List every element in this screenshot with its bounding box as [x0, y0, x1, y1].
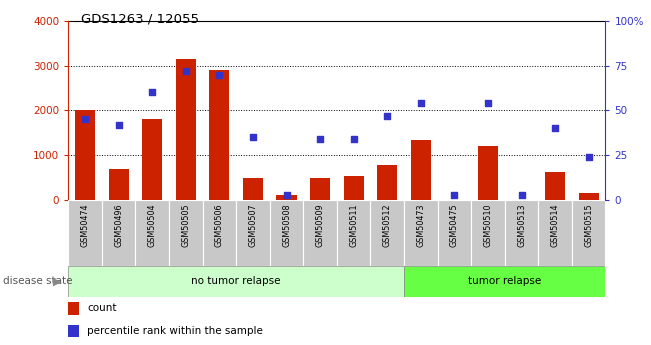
Point — [147, 90, 158, 95]
Bar — [344, 176, 364, 200]
Bar — [370, 200, 404, 266]
Point — [248, 135, 258, 140]
Text: GSM50514: GSM50514 — [551, 203, 560, 247]
Bar — [142, 119, 162, 200]
Point — [348, 136, 359, 142]
Bar — [377, 165, 397, 200]
Bar — [437, 200, 471, 266]
Bar — [202, 200, 236, 266]
Point — [483, 100, 493, 106]
Point — [180, 68, 191, 74]
Bar — [337, 200, 370, 266]
Bar — [210, 70, 230, 200]
Bar — [236, 200, 270, 266]
Bar — [310, 178, 330, 200]
Text: no tumor relapse: no tumor relapse — [191, 276, 281, 286]
Bar — [68, 325, 79, 337]
Text: GSM50475: GSM50475 — [450, 203, 459, 247]
Text: tumor relapse: tumor relapse — [468, 276, 542, 286]
Text: GSM50512: GSM50512 — [383, 203, 392, 247]
Point — [382, 113, 393, 119]
Bar — [75, 109, 95, 200]
Bar — [505, 200, 538, 266]
Text: count: count — [87, 303, 117, 313]
Bar — [411, 140, 431, 200]
Point — [550, 126, 561, 131]
Bar — [579, 193, 599, 200]
Bar — [478, 146, 498, 200]
Bar — [545, 172, 565, 200]
Text: GSM50515: GSM50515 — [584, 203, 593, 247]
Text: GSM50508: GSM50508 — [282, 203, 291, 247]
Text: GSM50474: GSM50474 — [81, 203, 90, 247]
Bar — [404, 200, 437, 266]
Bar — [303, 200, 337, 266]
Point — [315, 136, 326, 142]
Text: GSM50507: GSM50507 — [249, 203, 258, 247]
Bar — [277, 195, 297, 200]
Point — [281, 192, 292, 197]
Point — [583, 154, 594, 160]
Bar — [572, 200, 605, 266]
Point — [214, 72, 225, 77]
Point — [516, 192, 527, 197]
Bar — [404, 266, 605, 297]
Text: GDS1263 / 12055: GDS1263 / 12055 — [81, 12, 199, 25]
Text: GSM50513: GSM50513 — [517, 203, 526, 247]
Bar — [270, 200, 303, 266]
Text: GSM50510: GSM50510 — [484, 203, 492, 247]
Point — [113, 122, 124, 128]
Bar — [68, 200, 102, 266]
Bar — [243, 178, 263, 200]
Text: GSM50473: GSM50473 — [416, 203, 425, 247]
Bar — [68, 266, 404, 297]
Point — [449, 192, 460, 197]
Text: disease state: disease state — [3, 276, 73, 286]
Text: GSM50504: GSM50504 — [148, 203, 157, 247]
Bar — [102, 200, 135, 266]
Bar — [176, 59, 196, 200]
Text: GSM50511: GSM50511 — [349, 203, 358, 247]
Bar — [109, 169, 129, 200]
Bar — [538, 200, 572, 266]
Point — [80, 117, 90, 122]
Point — [415, 100, 426, 106]
Bar — [135, 200, 169, 266]
Text: GSM50496: GSM50496 — [114, 203, 123, 247]
Text: GSM50509: GSM50509 — [316, 203, 325, 247]
Text: ▶: ▶ — [53, 276, 61, 286]
Text: GSM50505: GSM50505 — [182, 203, 190, 247]
Bar — [68, 302, 79, 315]
Bar — [169, 200, 202, 266]
Text: percentile rank within the sample: percentile rank within the sample — [87, 326, 263, 336]
Bar — [471, 200, 505, 266]
Text: GSM50506: GSM50506 — [215, 203, 224, 247]
